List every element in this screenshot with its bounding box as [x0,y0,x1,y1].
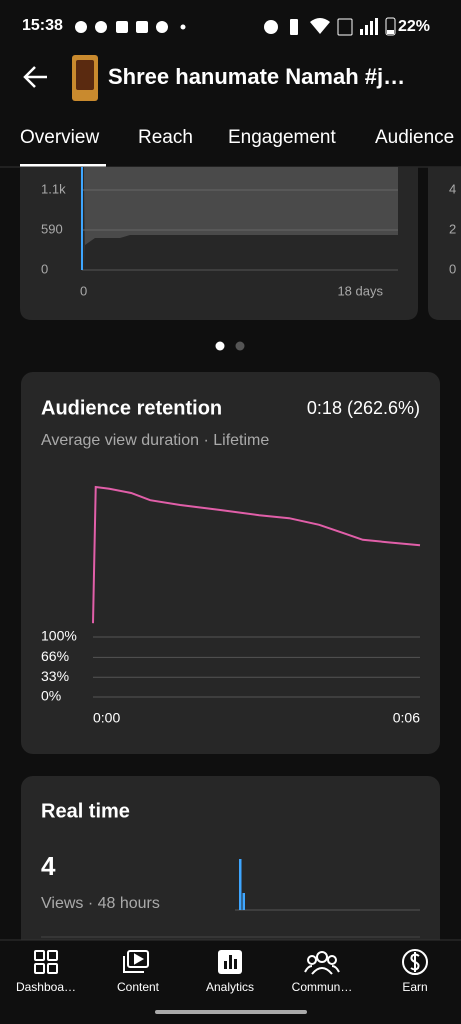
views-count: 4 [41,851,56,881]
y-tick-label: 0 [449,261,456,276]
card-title: Audience retention [41,397,222,419]
nav-label[interactable]: Content [117,980,160,994]
y-tick-label: 100% [41,628,77,644]
analytics-bars [224,955,237,969]
tab[interactable]: Reach [138,127,193,148]
retention-summary: 0:18 (262.6%) [307,398,420,418]
x-tick-label: 18 days [337,283,383,298]
clock: 15:38 [22,17,63,34]
retention-card[interactable] [21,372,440,754]
y-tick-label: 4 [449,181,456,196]
earn-symbol [410,952,420,972]
realtime-card[interactable] [21,776,440,976]
tab[interactable]: Engagement [228,127,336,148]
tab-indicator [20,164,106,167]
y-tick-label: 0% [41,688,61,704]
nav-labels: Dashboa… Content Analytics Commun… Earn [16,980,428,994]
video-title: Shree hanumate Namah #j… [108,64,405,89]
page-dot[interactable] [215,341,225,351]
y-tick-label: 2 [449,221,456,236]
views-area [84,167,398,270]
retention-chart: 100% 66% 33% 0% 0:00 0:06 [41,485,421,726]
tab[interactable]: Overview [20,127,99,148]
tab[interactable]: Audience [375,127,454,148]
x-tick-label: 0 [80,283,87,298]
y-tick-label: 0 [41,261,48,276]
bar [242,893,245,910]
card-subtitle: Views · 48 hours [41,895,160,912]
realtime-chart [239,859,245,910]
page-dot[interactable] [235,341,245,351]
card-title: Real time [41,800,130,822]
retention-line [92,485,421,624]
status-icons [75,17,396,36]
x-tick-label: 0:00 [93,710,120,726]
x-tick-label: 0:06 [393,710,420,726]
nav-label[interactable]: Earn [402,980,427,994]
thumbnail-art [76,60,94,90]
battery-level: 22% [398,18,430,35]
y-tick-label: 66% [41,648,69,664]
y-tick-label: 590 [41,221,63,236]
nav-label[interactable]: Commun… [292,980,353,994]
y-tick-label: 33% [41,668,69,684]
bar [239,859,242,910]
nav-label[interactable]: Analytics [206,980,254,994]
tab-bar: Overview Reach Engagement Audience [20,127,454,148]
back-button[interactable] [23,66,47,88]
card-subtitle: Average view duration · Lifetime [41,432,269,449]
home-indicator [155,1010,307,1014]
y-tick-label: 1.1k [41,181,66,196]
next-card[interactable] [428,167,461,320]
nav-label[interactable]: Dashboa… [16,980,76,994]
